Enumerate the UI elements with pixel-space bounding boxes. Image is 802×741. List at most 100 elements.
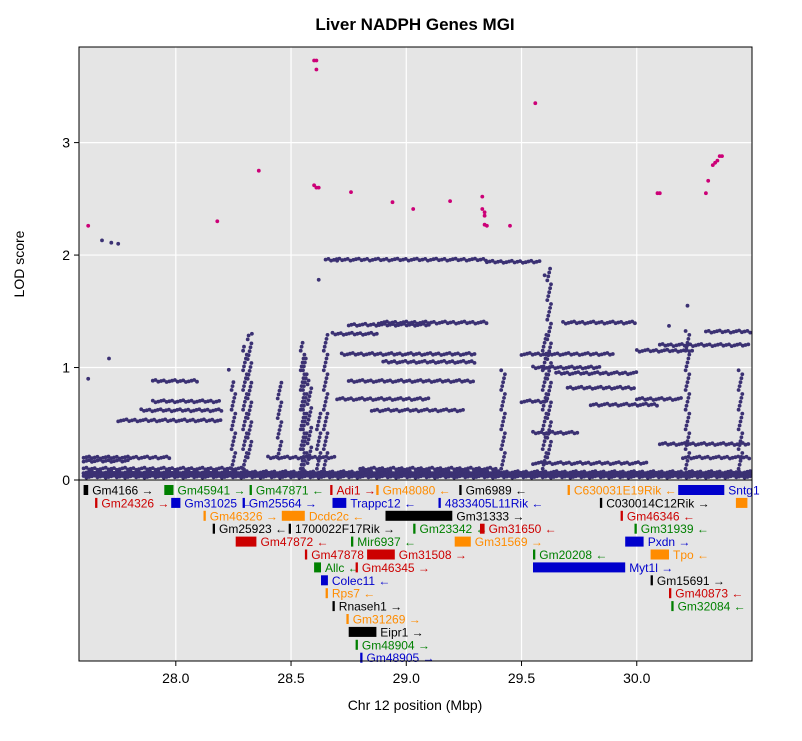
lod-point <box>747 456 752 461</box>
lod-point <box>428 351 433 355</box>
gene-bar <box>171 497 181 508</box>
lod-point <box>387 396 392 401</box>
lod-point <box>325 352 330 357</box>
gene-label: C630031E19Rik ← <box>574 484 677 498</box>
lod-point <box>498 259 503 263</box>
lod-point <box>304 451 309 455</box>
lod-point <box>585 471 589 476</box>
lod-point <box>718 342 723 346</box>
lod-point <box>230 384 235 388</box>
lod-point <box>244 469 249 473</box>
lod-point <box>128 471 133 476</box>
lod-point <box>301 407 305 412</box>
lod-point <box>161 465 166 470</box>
lod-point <box>86 376 91 381</box>
lod-point <box>683 348 688 353</box>
lod-point <box>599 320 604 324</box>
lod-point <box>233 411 238 416</box>
lod-point <box>275 455 280 460</box>
lod-point <box>554 469 559 473</box>
lod-point <box>385 319 389 324</box>
lod-point <box>232 435 237 440</box>
lod-point <box>488 465 493 470</box>
lod-point <box>358 331 363 335</box>
lod-point <box>701 471 705 476</box>
lod-point <box>687 411 692 416</box>
lod-point <box>728 469 733 473</box>
lod-point <box>456 351 460 356</box>
lod-highlight-point <box>704 191 708 196</box>
lod-point <box>308 449 313 454</box>
lod-point <box>302 403 306 408</box>
lod-point <box>604 471 609 476</box>
lod-point <box>249 439 254 444</box>
lod-point <box>680 342 684 346</box>
lod-point <box>303 415 308 420</box>
lod-point <box>423 257 428 261</box>
lod-point <box>114 454 119 459</box>
lod-point <box>480 473 484 478</box>
lod-point <box>316 439 321 444</box>
lod-point <box>632 386 636 390</box>
gene-grid-lines <box>175 480 638 661</box>
lod-point <box>547 349 552 354</box>
lod-point <box>738 342 742 346</box>
lod-point <box>549 341 553 346</box>
lod-point <box>648 396 653 401</box>
lod-point <box>546 372 551 377</box>
lod-point <box>315 443 320 447</box>
lod-point <box>384 257 389 261</box>
lod-point <box>493 466 498 471</box>
lod-point <box>632 469 636 473</box>
lod-point <box>243 399 247 404</box>
lod-point <box>739 435 744 440</box>
lod-point <box>245 435 250 440</box>
lod-point <box>499 427 504 432</box>
lod-point <box>370 351 375 355</box>
lod-highlight-point <box>482 210 487 215</box>
lod-point <box>731 473 736 478</box>
lod-point <box>545 376 550 381</box>
lod-point <box>305 441 310 446</box>
lod-highlight-point <box>314 67 319 72</box>
lod-point <box>245 376 250 381</box>
lod-point <box>538 473 542 478</box>
y-tick-label-2: 2 <box>62 247 70 263</box>
lod-point <box>540 368 545 373</box>
lod-point <box>359 351 363 356</box>
lod-point <box>565 370 570 375</box>
lod-point <box>324 455 329 459</box>
gene-bar <box>620 510 623 521</box>
lod-point <box>242 344 246 349</box>
lod-point <box>547 447 552 452</box>
lod-point <box>541 384 546 388</box>
lod-point <box>687 352 692 357</box>
lod-point <box>720 471 725 476</box>
lod-point <box>527 474 531 478</box>
lod-point <box>501 459 505 463</box>
lod-point <box>324 337 329 341</box>
lod-point <box>644 460 649 465</box>
lod-point <box>324 415 329 420</box>
lod-point <box>503 411 507 416</box>
lod-point <box>186 471 191 476</box>
lod-point <box>488 471 493 476</box>
gene-bar <box>212 523 215 534</box>
gene-label: Gm46345 → <box>362 561 430 575</box>
lod-point <box>548 443 552 448</box>
lod-point <box>248 443 253 448</box>
lod-point <box>398 396 403 400</box>
lod-point <box>210 417 215 422</box>
lod-point <box>687 333 692 337</box>
gene-label: Gm31508 → <box>399 548 467 562</box>
lod-point <box>712 473 717 478</box>
x-tick-label-0: 28.0 <box>162 670 189 686</box>
lod-point <box>686 415 691 420</box>
lod-point <box>161 378 166 383</box>
lod-point <box>419 471 423 476</box>
lod-point <box>499 368 504 373</box>
lod-point <box>230 443 235 447</box>
lod-point <box>139 407 144 412</box>
lod-point <box>167 407 171 412</box>
lod-point <box>303 471 307 476</box>
